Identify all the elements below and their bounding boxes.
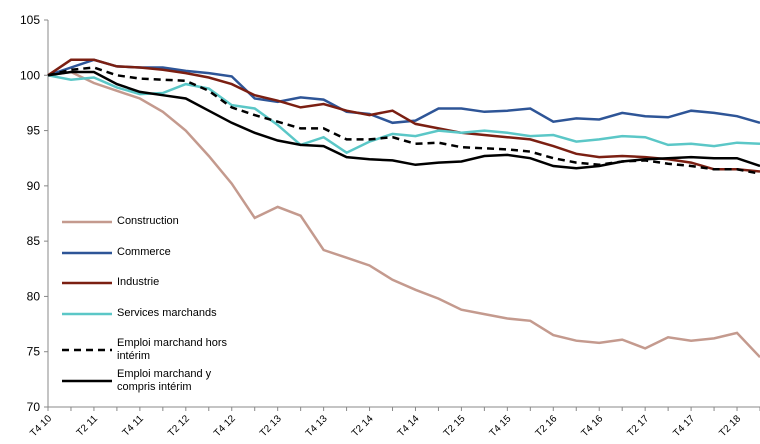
legend-swatch [62,348,112,352]
y-tick-label: 70 [27,400,41,414]
legend-swatch [62,379,112,383]
y-tick-label: 75 [27,345,41,359]
x-tick-label: T2 12 [166,413,192,439]
legend-swatch [62,220,112,223]
legend-label: Emploi marchand hors intérim [117,337,228,362]
x-tick-label: T4 10 [28,413,54,439]
x-tick-label: T2 11 [75,413,101,439]
legend-item: Emploi marchand y compris intérim [62,368,242,394]
legend-swatch [62,312,112,315]
legend-item: Emploi marchand hors intérim [62,337,242,363]
series-line [47,70,760,359]
legend-item: Services marchands [62,307,242,320]
series-line [47,58,760,125]
y-tick-label: 95 [27,124,41,138]
legend-label: Commerce [117,246,171,258]
x-tick-label: T4 14 [396,413,422,439]
x-tick-label: T2 18 [717,413,743,439]
x-tick-label: T2 17 [625,413,651,439]
series-line [47,58,760,173]
x-tick-label: T4 11 [121,413,147,439]
x-tick-label: T4 17 [671,413,697,439]
y-tick-label: 90 [27,179,41,193]
y-tick-label: 105 [20,13,40,27]
legend-swatch [62,281,112,284]
y-tick-label: 80 [27,289,41,303]
y-tick-label: 100 [20,68,40,82]
legend-label: Industrie [117,276,160,288]
series-line [47,70,760,170]
x-tick-label: T4 13 [304,413,330,439]
x-tick-label: T2 16 [534,413,560,439]
legend-label: Emploi marchand y compris intérim [117,368,212,393]
x-tick-label: T4 15 [488,413,514,439]
legend-swatch [62,251,112,254]
x-tick-label: T2 15 [442,413,468,439]
series-line [47,74,760,155]
x-tick-label: T4 12 [212,413,238,439]
legend-label: Services marchands [117,307,217,319]
legend-item: Commerce [62,246,242,259]
legend-item: Construction [62,215,242,228]
legend-label: Construction [117,215,179,227]
legend-item: Industrie [62,276,242,289]
x-tick-label: T2 14 [350,413,376,439]
y-tick-label: 85 [27,234,41,248]
x-tick-label: T2 13 [258,413,284,439]
x-tick-label: T4 16 [579,413,605,439]
